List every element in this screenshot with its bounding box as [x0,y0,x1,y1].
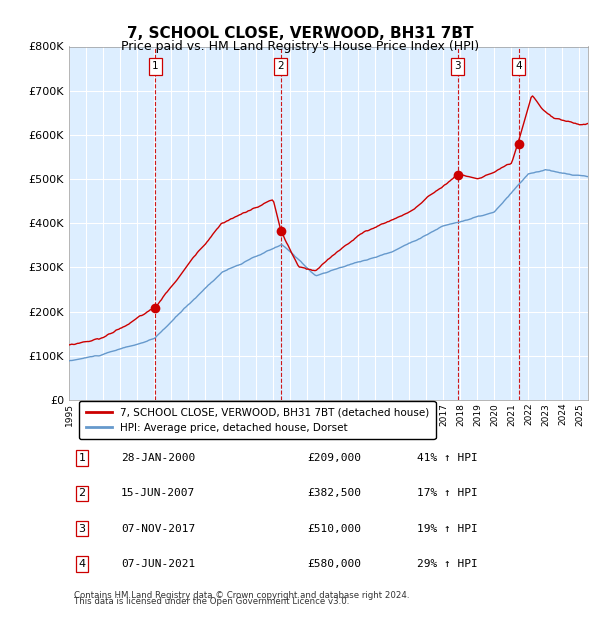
Text: £510,000: £510,000 [308,524,362,534]
Text: £580,000: £580,000 [308,559,362,569]
Text: This data is licensed under the Open Government Licence v3.0.: This data is licensed under the Open Gov… [74,596,350,606]
Text: 07-JUN-2021: 07-JUN-2021 [121,559,195,569]
Text: £382,500: £382,500 [308,489,362,498]
Text: 1: 1 [152,61,158,71]
Text: 7, SCHOOL CLOSE, VERWOOD, BH31 7BT: 7, SCHOOL CLOSE, VERWOOD, BH31 7BT [127,26,473,41]
Text: 4: 4 [79,559,86,569]
Text: 15-JUN-2007: 15-JUN-2007 [121,489,195,498]
Text: 19% ↑ HPI: 19% ↑ HPI [417,524,478,534]
Legend: 7, SCHOOL CLOSE, VERWOOD, BH31 7BT (detached house), HPI: Average price, detache: 7, SCHOOL CLOSE, VERWOOD, BH31 7BT (deta… [79,401,436,439]
Text: Price paid vs. HM Land Registry's House Price Index (HPI): Price paid vs. HM Land Registry's House … [121,40,479,53]
Text: 2: 2 [79,489,86,498]
Text: 29% ↑ HPI: 29% ↑ HPI [417,559,478,569]
Text: 2: 2 [278,61,284,71]
Text: 28-JAN-2000: 28-JAN-2000 [121,453,195,463]
Text: 41% ↑ HPI: 41% ↑ HPI [417,453,478,463]
Text: 3: 3 [455,61,461,71]
Text: £209,000: £209,000 [308,453,362,463]
Text: Contains HM Land Registry data © Crown copyright and database right 2024.: Contains HM Land Registry data © Crown c… [74,591,410,600]
Text: 17% ↑ HPI: 17% ↑ HPI [417,489,478,498]
Text: 1: 1 [79,453,85,463]
Text: 3: 3 [79,524,85,534]
Text: 4: 4 [515,61,522,71]
Text: 07-NOV-2017: 07-NOV-2017 [121,524,195,534]
